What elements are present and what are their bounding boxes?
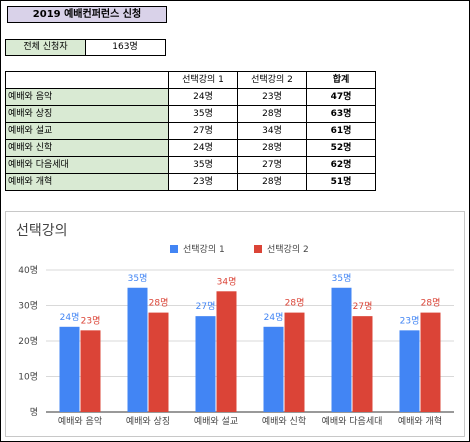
row-name-cell[interactable]: 예배와 설교 bbox=[5, 122, 169, 140]
bar-2 bbox=[216, 291, 237, 412]
row-s1-cell[interactable]: 23명 bbox=[168, 173, 238, 191]
row-s2-cell[interactable]: 27명 bbox=[237, 156, 307, 174]
data-label: 28명 bbox=[421, 298, 441, 309]
bar-1 bbox=[331, 287, 352, 412]
y-tick-label: 명 bbox=[30, 407, 38, 418]
header-cell-s1[interactable]: 선택강의 1 bbox=[168, 71, 238, 89]
data-label: 28명 bbox=[149, 298, 169, 309]
data-label: 23명 bbox=[400, 315, 420, 326]
bar-1 bbox=[195, 316, 216, 412]
bar-1 bbox=[59, 326, 80, 412]
lecture-summary-table: 선택강의 1 선택강의 2 합계 예배와 음악 24명 23명 47명 예배와 … bbox=[5, 71, 376, 191]
total-applicants-label[interactable]: 전체 신청자 bbox=[5, 39, 86, 56]
legend-swatch bbox=[170, 245, 178, 253]
header-cell-blank[interactable] bbox=[5, 71, 169, 89]
bar-1 bbox=[399, 330, 420, 412]
row-total-cell[interactable]: 61명 bbox=[306, 122, 376, 140]
x-tick-label: 예배와 설교 bbox=[194, 415, 238, 427]
legend-swatch bbox=[254, 245, 262, 253]
row-name-cell[interactable]: 예배와 다음세대 bbox=[5, 156, 169, 174]
data-label: 28명 bbox=[285, 298, 305, 309]
table-row: 예배와 음악 24명 23명 47명 bbox=[5, 88, 376, 106]
table-row: 예배와 개혁 23명 28명 51명 bbox=[5, 173, 376, 191]
x-tick-label: 예배와 개혁 bbox=[398, 415, 442, 427]
table-row: 예배와 설교 27명 34명 61명 bbox=[5, 122, 376, 140]
y-tick-label: 20명 bbox=[18, 336, 38, 347]
row-s2-cell[interactable]: 28명 bbox=[237, 139, 307, 157]
data-label: 35명 bbox=[128, 273, 148, 284]
row-s1-cell[interactable]: 35명 bbox=[168, 105, 238, 123]
data-label: 24명 bbox=[60, 312, 80, 323]
row-s1-cell[interactable]: 27명 bbox=[168, 122, 238, 140]
x-tick-label: 예배와 음악 bbox=[58, 415, 102, 427]
bar-2 bbox=[148, 312, 169, 412]
row-name-cell[interactable]: 예배와 음악 bbox=[5, 88, 169, 106]
row-total-cell[interactable]: 51명 bbox=[306, 173, 376, 191]
row-name-cell[interactable]: 예배와 개혁 bbox=[5, 173, 169, 191]
row-total-cell[interactable]: 47명 bbox=[306, 88, 376, 106]
table-row: 예배와 신학 24명 28명 52명 bbox=[5, 139, 376, 157]
table-header-row: 선택강의 1 선택강의 2 합계 bbox=[5, 71, 376, 89]
chart-title: 선택강의 bbox=[16, 223, 68, 239]
x-tick-label: 예배와 신학 bbox=[262, 415, 306, 427]
y-tick-label: 30명 bbox=[18, 301, 38, 312]
y-tick-label: 10명 bbox=[18, 372, 38, 383]
data-label: 27명 bbox=[353, 301, 373, 312]
row-s1-cell[interactable]: 35명 bbox=[168, 156, 238, 174]
row-s2-cell[interactable]: 28명 bbox=[237, 173, 307, 191]
row-total-cell[interactable]: 52명 bbox=[306, 139, 376, 157]
row-name-cell[interactable]: 예배와 신학 bbox=[5, 139, 169, 157]
bar-1 bbox=[127, 287, 148, 412]
x-tick-label: 예배와 다음세대 bbox=[322, 415, 383, 427]
bar-2 bbox=[284, 312, 305, 412]
y-tick-label: 40명 bbox=[18, 265, 38, 276]
header-cell-s2[interactable]: 선택강의 2 bbox=[237, 71, 307, 89]
row-s1-cell[interactable]: 24명 bbox=[168, 88, 238, 106]
data-label: 35명 bbox=[332, 273, 352, 284]
bar-2 bbox=[420, 312, 441, 412]
lecture-chart[interactable]: 선택강의 명 10명 20명 30명 40명 선택강의 1 선택강의 2 24명 23명 예배와 … bbox=[5, 211, 465, 437]
data-label: 27명 bbox=[196, 301, 216, 312]
bar-2 bbox=[352, 316, 373, 412]
legend-label: 선택강의 1 bbox=[183, 244, 225, 255]
row-s2-cell[interactable]: 34명 bbox=[237, 122, 307, 140]
x-tick-label: 예배와 상징 bbox=[126, 415, 170, 427]
legend-label: 선택강의 2 bbox=[267, 244, 309, 255]
row-total-cell[interactable]: 63명 bbox=[306, 105, 376, 123]
total-applicants-value[interactable]: 163명 bbox=[85, 39, 166, 56]
table-row: 예배와 다음세대 35명 27명 62명 bbox=[5, 156, 376, 174]
header-cell-total[interactable]: 합계 bbox=[306, 71, 376, 89]
row-total-cell[interactable]: 62명 bbox=[306, 156, 376, 174]
bar-2 bbox=[80, 330, 101, 412]
data-label: 34명 bbox=[217, 276, 237, 287]
row-s1-cell[interactable]: 24명 bbox=[168, 139, 238, 157]
row-s2-cell[interactable]: 23명 bbox=[237, 88, 307, 106]
data-label: 23명 bbox=[81, 315, 101, 326]
row-s2-cell[interactable]: 28명 bbox=[237, 105, 307, 123]
data-label: 24명 bbox=[264, 312, 284, 323]
bar-1 bbox=[263, 326, 284, 412]
table-row: 예배와 상징 35명 28명 63명 bbox=[5, 105, 376, 123]
row-name-cell[interactable]: 예배와 상징 bbox=[5, 105, 169, 123]
sheet-title[interactable]: 2019 예배컨퍼런스 신청 bbox=[7, 6, 167, 23]
